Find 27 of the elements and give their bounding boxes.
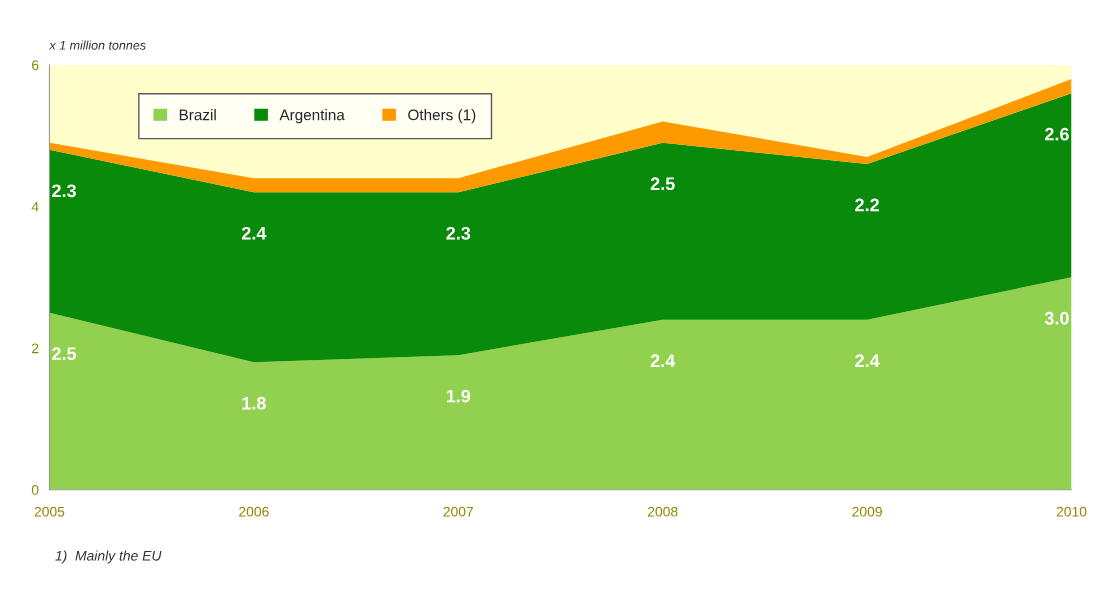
data-label: 2.4: [855, 354, 880, 367]
x-tick-label: 2007: [443, 506, 474, 517]
x-tick-label: 2006: [239, 506, 269, 517]
data-label: 2.4: [650, 354, 676, 367]
text: 1) Mainly the EU: [55, 550, 162, 564]
data-label: 2.3: [52, 184, 76, 198]
data-label: 2.5: [52, 347, 77, 361]
x-tick-label: 2008: [647, 506, 678, 517]
data-label: 2.5: [650, 177, 675, 191]
y-tick-label: 6: [32, 60, 39, 71]
y-tick-label: 2: [32, 343, 39, 354]
data-label: 2.3: [446, 226, 471, 240]
y-axis-title: x 1 million tonnes: [48, 40, 146, 50]
legend-label: Argentina: [279, 109, 345, 124]
x-tick-label: 2010: [1056, 506, 1087, 517]
x-tick-label: 2005: [34, 506, 65, 517]
y-tick-label: 0: [31, 485, 39, 495]
y-tick-label: 4: [31, 201, 39, 212]
data-label: 2.6: [1045, 127, 1069, 141]
data-label: 3.0: [1044, 311, 1069, 325]
legend-label: Others (1): [408, 109, 476, 124]
legend-label: Brazil: [179, 109, 216, 121]
data-label: 2.4: [241, 226, 267, 240]
x-tick-label: 2009: [852, 506, 882, 517]
data-label: 1.9: [446, 389, 471, 403]
data-label: 2.2: [855, 198, 879, 212]
data-label: 1.8: [242, 396, 266, 410]
